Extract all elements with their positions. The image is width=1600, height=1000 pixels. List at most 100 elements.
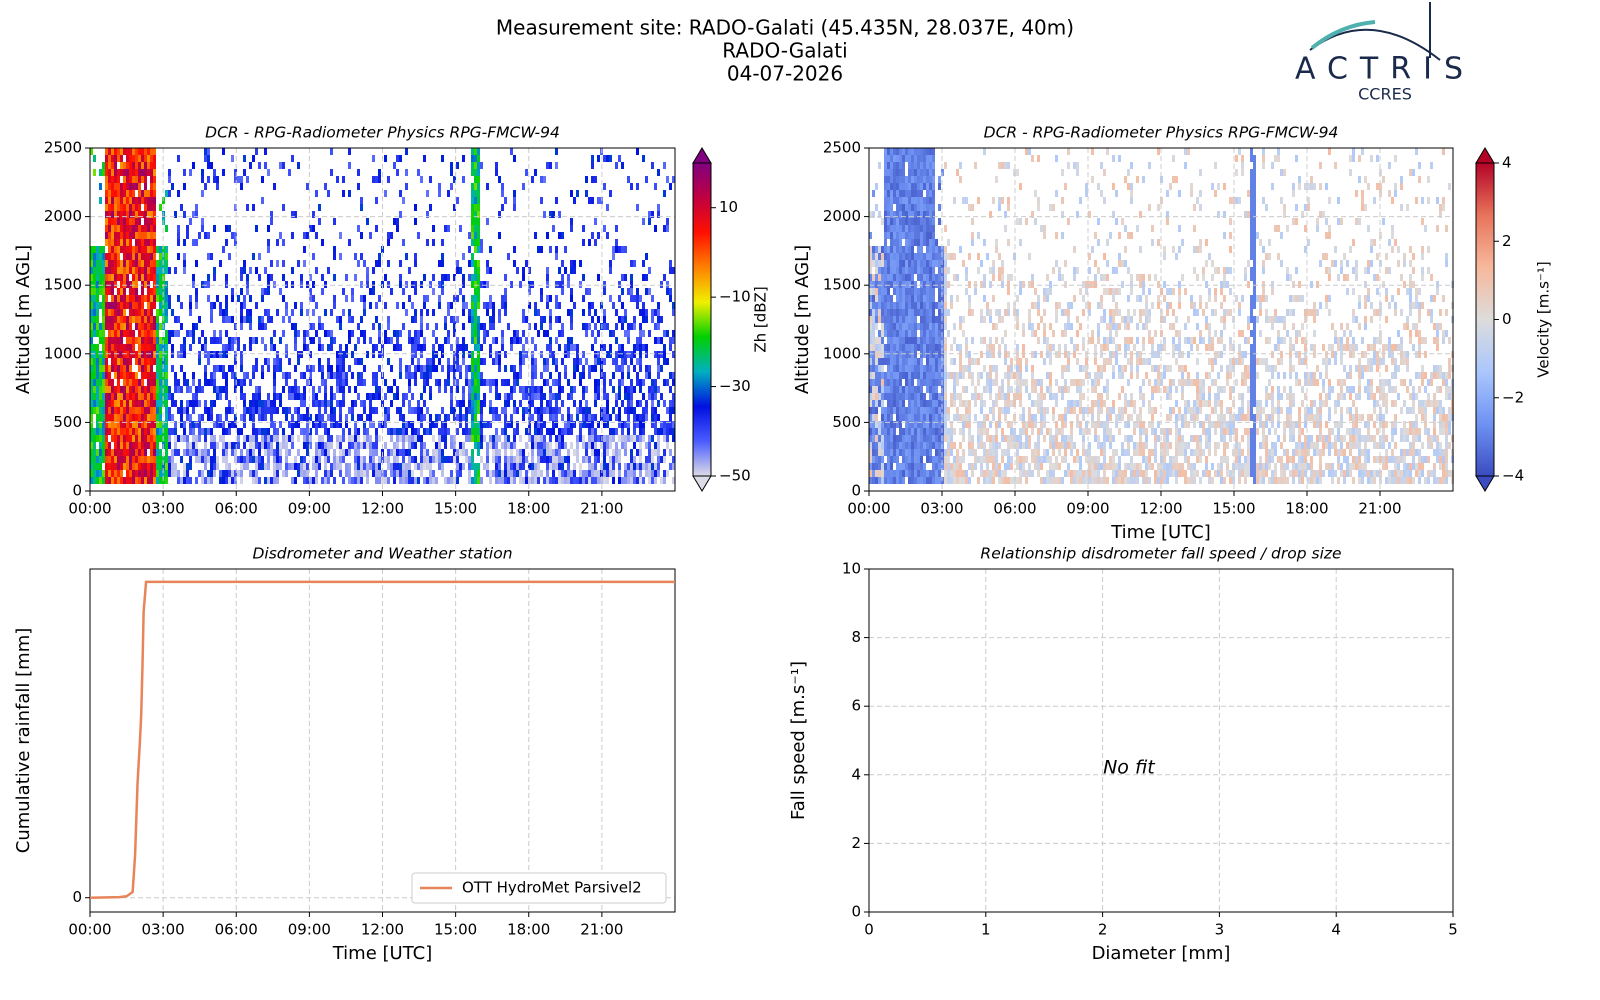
radar-cell: [920, 372, 923, 379]
radar-cell: [896, 253, 899, 260]
radar-cell: [396, 435, 399, 442]
radar-cell: [929, 260, 932, 267]
radar-cell: [543, 358, 546, 365]
radar-cell: [93, 288, 96, 295]
radar-cell: [396, 449, 399, 456]
radar-cell: [333, 302, 336, 309]
radar-cell: [102, 344, 105, 351]
radar-cell: [630, 323, 633, 330]
radar-cell: [887, 337, 890, 344]
radar-cell: [447, 379, 450, 386]
radar-cell: [372, 351, 375, 358]
radar-cell: [914, 330, 917, 337]
radar-cell: [615, 309, 618, 316]
radar-cell: [90, 414, 93, 421]
radar-cell: [138, 225, 141, 232]
radar-cell: [123, 316, 126, 323]
radar-cell: [609, 435, 612, 442]
radar-cell: [261, 456, 264, 463]
radar-cell: [618, 155, 621, 162]
radar-cell: [93, 169, 96, 176]
radar-cell: [555, 253, 558, 260]
radar-cell: [654, 386, 657, 393]
radar-cell: [453, 316, 456, 323]
radar-cell: [893, 330, 896, 337]
radar-cell: [914, 288, 917, 295]
radar-cell: [369, 407, 372, 414]
radar-cell: [276, 435, 279, 442]
radar-cell: [150, 337, 153, 344]
radar-cell: [929, 316, 932, 323]
radar-cell: [168, 190, 171, 197]
radar-cell: [905, 414, 908, 421]
radar-cell: [908, 330, 911, 337]
radar-cell: [552, 225, 555, 232]
radar-cell: [114, 197, 117, 204]
radar-cell: [303, 344, 306, 351]
radar-cell: [540, 421, 543, 428]
radar-cell: [881, 309, 884, 316]
radar-cell: [546, 232, 549, 239]
radar-cell: [417, 428, 420, 435]
radar-cell: [366, 281, 369, 288]
radar-cell: [414, 288, 417, 295]
radar-cell: [881, 316, 884, 323]
radar-cell: [141, 393, 144, 400]
radar-cell: [911, 449, 914, 456]
radar-cell: [114, 365, 117, 372]
radar-cell: [875, 365, 878, 372]
radar-cell: [105, 400, 108, 407]
radar-cell: [156, 449, 159, 456]
radar-cell: [525, 407, 528, 414]
radar-cell: [96, 309, 99, 316]
radar-cell: [639, 400, 642, 407]
radar-cell: [105, 155, 108, 162]
radar-cell: [102, 281, 105, 288]
radar-cell: [402, 400, 405, 407]
radar-cell: [887, 372, 890, 379]
radar-cell: [477, 330, 480, 337]
radar-cell: [342, 351, 345, 358]
radar-cell: [138, 176, 141, 183]
radar-cell: [249, 344, 252, 351]
radar-cell: [348, 449, 351, 456]
radar-cell: [105, 386, 108, 393]
radar-cell: [108, 260, 111, 267]
radar-cell: [597, 421, 600, 428]
radar-cell: [875, 449, 878, 456]
radar-cell: [195, 204, 198, 211]
radar-cell: [537, 421, 540, 428]
radar-cell: [890, 386, 893, 393]
radar-cell: [914, 358, 917, 365]
radar-cell: [597, 232, 600, 239]
radar-cell: [423, 302, 426, 309]
radar-cell: [126, 148, 129, 155]
radar-cell: [264, 148, 267, 155]
radar-cell: [300, 463, 303, 470]
radar-cell: [108, 211, 111, 218]
radar-cell: [474, 414, 477, 421]
radar-cell: [117, 197, 120, 204]
radar-cell: [90, 428, 93, 435]
radar-cell: [225, 407, 228, 414]
radar-cell: [887, 253, 890, 260]
radar-cell: [306, 470, 309, 477]
radar-cell: [492, 470, 495, 477]
radar-cell: [645, 463, 648, 470]
radar-cell: [189, 309, 192, 316]
radar-cell: [893, 246, 896, 253]
radar-cell: [875, 372, 878, 379]
radar-cell: [279, 442, 282, 449]
radar-cell: [153, 260, 156, 267]
radar-cell: [878, 281, 881, 288]
radar-cell: [480, 435, 483, 442]
radar-cell: [438, 295, 441, 302]
radar-cell: [528, 393, 531, 400]
radar-cell: [129, 456, 132, 463]
radar-cell: [141, 463, 144, 470]
radar-cell: [480, 246, 483, 253]
radar-cell: [579, 281, 582, 288]
radar-cell: [132, 386, 135, 393]
radar-cell: [486, 449, 489, 456]
radar-cell: [564, 421, 567, 428]
